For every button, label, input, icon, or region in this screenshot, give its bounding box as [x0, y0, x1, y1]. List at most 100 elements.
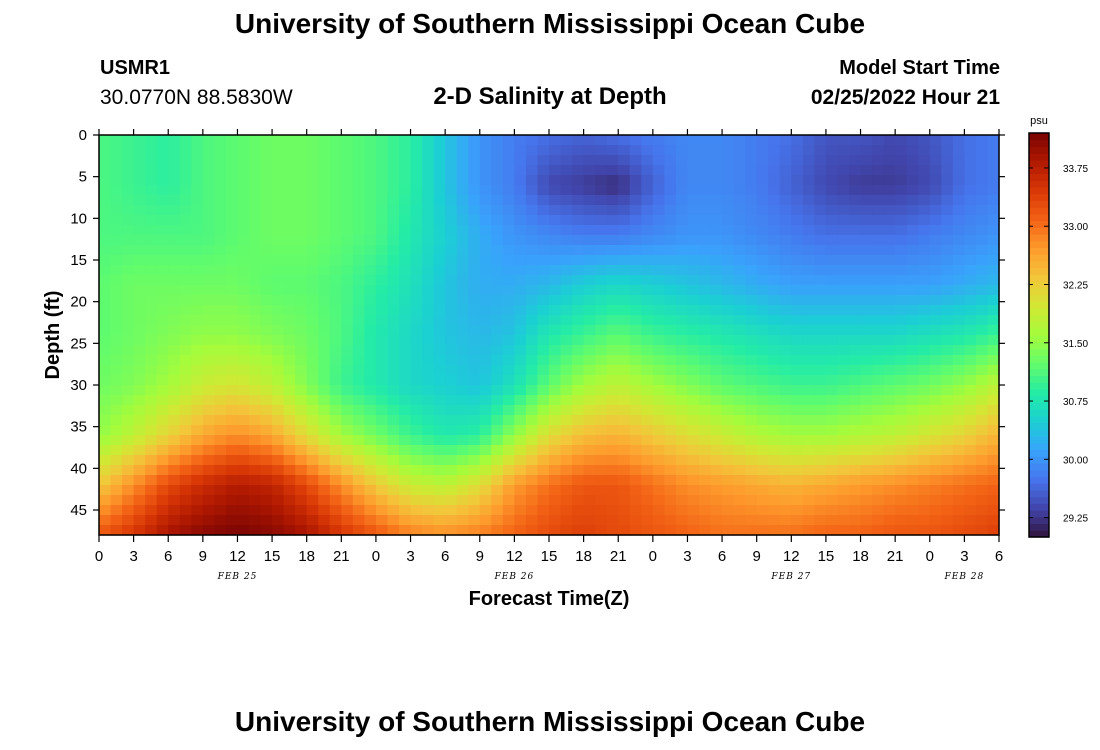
heatmap-cell — [699, 165, 712, 176]
heatmap-cell — [814, 225, 827, 236]
heatmap-cell — [549, 365, 562, 376]
heatmap-cell — [387, 425, 400, 436]
colorbar-segment — [1029, 415, 1049, 424]
heatmap-cell — [975, 445, 989, 456]
y-tick-label: 15 — [70, 252, 87, 269]
heatmap-cell — [675, 465, 689, 476]
heatmap-cell — [629, 385, 642, 396]
heatmap-cell — [145, 475, 158, 486]
heatmap-cell — [225, 425, 239, 436]
heatmap-cell — [722, 285, 735, 296]
heatmap-cell — [341, 305, 354, 316]
heatmap-cell — [941, 345, 954, 356]
heatmap-cell — [583, 495, 596, 506]
heatmap-cell — [433, 135, 446, 146]
heatmap-cell — [952, 445, 965, 456]
heatmap-cell — [133, 205, 146, 216]
heatmap-cell — [237, 225, 250, 236]
heatmap-cell — [237, 395, 250, 406]
heatmap-cell — [733, 355, 746, 366]
heatmap-cell — [583, 265, 596, 276]
heatmap-cell — [779, 335, 792, 346]
heatmap-cell — [525, 355, 539, 366]
heatmap-cell — [595, 205, 608, 216]
heatmap-cell — [410, 375, 423, 386]
heatmap-cell — [479, 415, 492, 426]
heatmap-cell — [964, 465, 977, 476]
heatmap-cell — [306, 335, 319, 346]
heatmap-cell — [341, 475, 354, 486]
heatmap-cell — [468, 135, 481, 146]
heatmap-cell — [572, 475, 585, 486]
heatmap-cell — [987, 515, 1000, 526]
heatmap-cell — [145, 465, 158, 476]
heatmap-cell — [399, 155, 412, 166]
heatmap-cell — [952, 265, 965, 276]
heatmap-cell — [549, 235, 562, 246]
heatmap-cell — [860, 485, 873, 496]
heatmap-cell — [791, 445, 804, 456]
heatmap-cell — [491, 145, 504, 156]
heatmap-cell — [249, 185, 262, 196]
y-tick-label: 0 — [79, 127, 87, 144]
heatmap-cell — [318, 385, 331, 396]
heatmap-cell — [422, 245, 435, 256]
heatmap-cell — [814, 375, 827, 386]
heatmap-cell — [133, 415, 146, 426]
heatmap-cell — [456, 515, 469, 526]
heatmap-cell — [652, 455, 665, 466]
heatmap-cell — [272, 275, 285, 286]
heatmap-cell — [595, 425, 608, 436]
heatmap-cell — [237, 155, 250, 166]
heatmap-cell — [883, 525, 896, 536]
heatmap-cell — [525, 405, 539, 416]
heatmap-cell — [641, 225, 654, 236]
heatmap-cell — [514, 265, 527, 276]
heatmap-cell — [652, 215, 665, 226]
heatmap-cell — [733, 235, 746, 246]
heatmap-cell — [906, 275, 919, 286]
heatmap-cell — [675, 135, 689, 146]
heatmap-cell — [825, 525, 839, 536]
heatmap-cell — [456, 295, 469, 306]
heatmap-cell — [456, 505, 469, 516]
heatmap-cell — [675, 525, 689, 536]
heatmap-cell — [479, 455, 492, 466]
heatmap-cell — [249, 265, 262, 276]
heatmap-cell — [664, 405, 677, 416]
heatmap-cell — [399, 455, 412, 466]
heatmap-cell — [837, 515, 850, 526]
heatmap-cell — [745, 485, 758, 496]
heatmap-cell — [641, 245, 654, 256]
heatmap-cell — [225, 285, 239, 296]
heatmap-cell — [768, 305, 781, 316]
heatmap-cell — [560, 275, 573, 286]
heatmap-cell — [583, 485, 596, 496]
heatmap-cell — [375, 395, 389, 406]
heatmap-cell — [837, 325, 850, 336]
heatmap-cell — [491, 515, 504, 526]
heatmap-cell — [491, 295, 504, 306]
heatmap-cell — [549, 515, 562, 526]
heatmap-cell — [410, 465, 423, 476]
heatmap-cell — [225, 275, 239, 286]
heatmap-cell — [179, 155, 192, 166]
heatmap-cell — [260, 205, 273, 216]
heatmap-cell — [491, 245, 504, 256]
heatmap-cell — [537, 285, 550, 296]
heatmap-cell — [918, 335, 931, 346]
heatmap-cell — [179, 235, 192, 246]
heatmap-cell — [468, 405, 481, 416]
heatmap-cell — [491, 495, 504, 506]
heatmap-cell — [825, 265, 839, 276]
heatmap-cell — [872, 195, 885, 206]
heatmap-cell — [306, 415, 319, 426]
heatmap-cell — [964, 515, 977, 526]
heatmap-cell — [295, 355, 308, 366]
heatmap-cell — [952, 455, 965, 466]
heatmap-cell — [156, 455, 169, 466]
heatmap-cell — [560, 375, 573, 386]
heatmap-cell — [456, 405, 469, 416]
heatmap-cell — [341, 485, 354, 496]
heatmap-cell — [802, 265, 815, 276]
